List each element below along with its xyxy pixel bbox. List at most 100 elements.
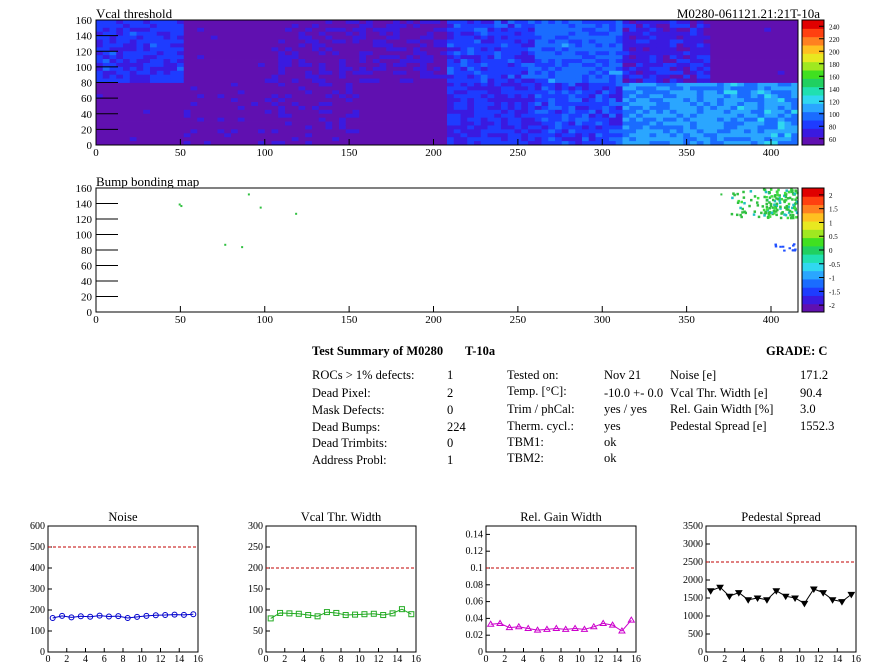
heatmap-cell: [609, 82, 617, 87]
heatmap-cell: [285, 23, 293, 29]
heatmap-cell: [258, 141, 266, 146]
heatmap-cell: [197, 35, 205, 40]
heatmap-cell: [676, 125, 684, 130]
y-tick-label: 50: [253, 626, 263, 637]
heatmap-cell: [710, 129, 718, 134]
heatmap-cell: [379, 74, 387, 79]
heatmap-cell: [676, 98, 684, 103]
heatmap-cell: [224, 102, 232, 107]
heatmap-cell: [440, 105, 448, 111]
heatmap-cell: [325, 129, 333, 134]
heatmap-cell: [791, 78, 799, 83]
heatmap-cell: [453, 20, 461, 25]
heatmap-cell: [210, 125, 218, 130]
heatmap-cell: [433, 62, 441, 68]
heatmap-cell: [278, 27, 286, 33]
heatmap-cell: [244, 129, 252, 134]
heatmap-cell: [359, 137, 367, 142]
heatmap-cell: [217, 59, 225, 64]
heatmap-cell: [467, 31, 475, 37]
heatmap-cell: [622, 59, 630, 64]
heatmap-cell: [440, 43, 448, 48]
heatmap-cell: [420, 94, 428, 99]
heatmap-cell: [636, 86, 644, 91]
heatmap-cell: [150, 125, 158, 130]
heatmap-cell: [102, 27, 110, 33]
heatmap-cell: [183, 59, 191, 64]
heatmap-cell: [366, 66, 374, 72]
series-line: [710, 586, 852, 605]
col3-label: Rel. Gain Width [%]: [670, 402, 774, 416]
col2-label: TBM2:: [507, 451, 544, 465]
heatmap-cell: [676, 31, 684, 37]
heatmap-cell: [305, 55, 313, 60]
x-tick-label: 150: [341, 314, 358, 326]
heatmap-cell: [386, 55, 394, 60]
heatmap-cell: [264, 133, 272, 138]
heatmap-cell: [460, 51, 468, 56]
heatmap-cell: [426, 27, 434, 33]
heatmap-cell: [420, 78, 428, 83]
heatmap-cell: [426, 98, 434, 103]
heatmap-cell: [487, 43, 495, 48]
heatmap-cell: [730, 98, 738, 103]
heatmap-cell: [723, 35, 731, 40]
heatmap-cell: [710, 70, 718, 76]
heatmap-cell: [332, 117, 340, 122]
heatmap-cell: [379, 102, 387, 107]
heatmap-cell: [777, 94, 785, 99]
heatmap-cell: [757, 70, 765, 76]
heatmap-cell: [595, 23, 603, 29]
heatmap-cell: [204, 27, 212, 33]
heatmap-cell: [136, 59, 144, 64]
heatmap-cell: [352, 109, 360, 115]
heatmap-cell: [507, 62, 515, 68]
heatmap-cell: [197, 105, 205, 111]
heatmap-cell: [278, 141, 286, 146]
y-tick-label: 0.02: [466, 630, 484, 641]
heatmap-cell: [366, 90, 374, 95]
heatmap-cell: [298, 47, 306, 52]
dead-bump-marker: [768, 196, 772, 199]
heatmap-cell: [332, 78, 340, 83]
heatmap-cell: [703, 47, 711, 52]
heatmap-cell: [636, 31, 644, 37]
heatmap-cell: [359, 35, 367, 40]
heatmap-cell: [224, 137, 232, 142]
heatmap-cell: [406, 51, 414, 56]
heatmap-cell: [224, 78, 232, 83]
dead-bump-marker: [755, 201, 759, 204]
heatmap-cell: [163, 90, 171, 95]
heatmap-cell: [379, 47, 387, 52]
heatmap-cell: [345, 59, 353, 64]
heatmap-cell: [507, 105, 515, 111]
heatmap-cell: [359, 62, 367, 68]
heatmap-cell: [251, 27, 259, 33]
heatmap-cell: [96, 70, 104, 76]
y-tick-label: 0.14: [466, 529, 484, 540]
heatmap-cell: [129, 105, 137, 111]
heatmap-cell: [406, 90, 414, 95]
heatmap-cell: [710, 55, 718, 60]
col3-label: Pedestal Spread [e]: [670, 419, 767, 433]
heatmap-cell: [514, 20, 522, 25]
heatmap-cell: [676, 27, 684, 33]
heatmap-cell: [771, 133, 779, 138]
heatmap-cell: [325, 133, 333, 138]
summary-plot-title: Pedestal Spread: [741, 510, 821, 524]
heatmap-cell: [345, 90, 353, 95]
heatmap-cell: [325, 47, 333, 52]
heatmap-cell: [420, 51, 428, 56]
heatmap-cell: [696, 62, 704, 68]
heatmap-cell: [534, 133, 542, 138]
heatmap-cell: [163, 20, 171, 25]
heatmap-cell: [278, 51, 286, 56]
heatmap-cell: [548, 35, 556, 40]
heatmap-cell: [615, 43, 623, 48]
heatmap-cell: [636, 133, 644, 138]
heatmap-cell: [379, 94, 387, 99]
y-tick-label: 500: [30, 542, 45, 553]
heatmap-cell: [339, 55, 347, 60]
heatmap-cell: [237, 62, 245, 68]
heatmap-cell: [109, 113, 117, 119]
